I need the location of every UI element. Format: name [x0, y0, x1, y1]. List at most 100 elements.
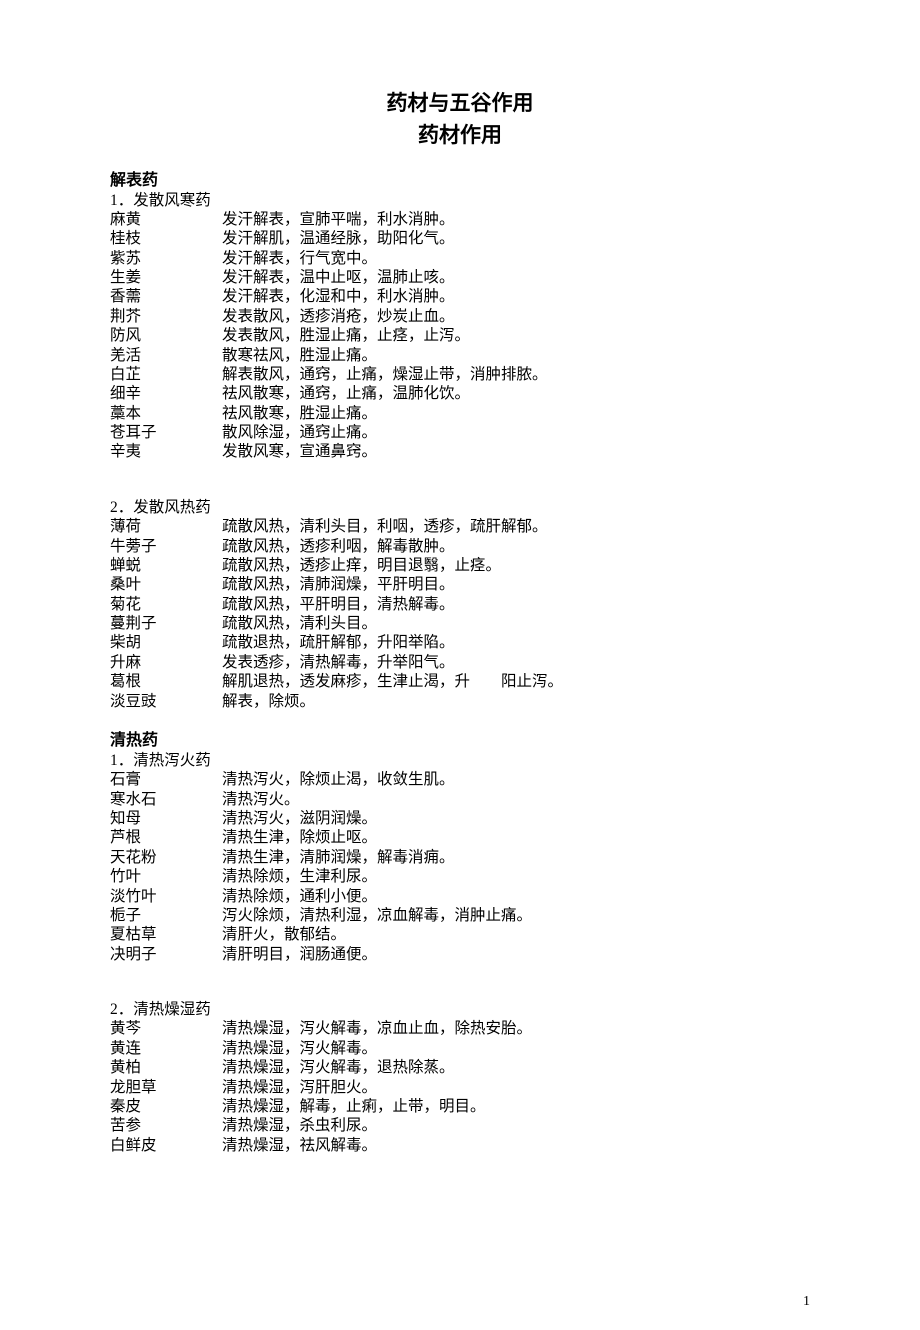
- herb-name: 天花粉: [110, 848, 222, 867]
- herb-entry: 辛夷发散风寒，宣通鼻窍。: [110, 442, 810, 461]
- herb-effect: 清热燥湿，祛风解毒。: [222, 1136, 810, 1155]
- content-body: 解表药1．发散风寒药麻黄发汗解表，宣肺平喘，利水消肿。桂枝发汗解肌，温通经脉，助…: [110, 171, 810, 1156]
- herb-name: 决明子: [110, 945, 222, 964]
- herb-effect: 清热燥湿，泻肝胆火。: [222, 1078, 810, 1097]
- herb-entry: 竹叶清热除烦，生津利尿。: [110, 867, 810, 886]
- herb-name: 蔓荆子: [110, 614, 222, 633]
- herb-effect: 发表透疹，清热解毒，升举阳气。: [222, 653, 810, 672]
- herb-effect: 祛风散寒，胜湿止痛。: [222, 404, 810, 423]
- herb-name: 香薷: [110, 287, 222, 306]
- herb-name: 细辛: [110, 384, 222, 403]
- herb-name: 葛根: [110, 672, 222, 691]
- herb-entry: 桑叶疏散风热，清肺润燥，平肝明目。: [110, 575, 810, 594]
- subcategory-heading: 2．发散风热药: [110, 498, 810, 517]
- herb-effect: 祛风散寒，通窍，止痛，温肺化饮。: [222, 384, 810, 403]
- herb-entry: 升麻发表透疹，清热解毒，升举阳气。: [110, 653, 810, 672]
- herb-entry: 栀子泻火除烦，清热利湿，凉血解毒，消肿止痛。: [110, 906, 810, 925]
- herb-name: 防风: [110, 326, 222, 345]
- herb-effect: 发汗解表，温中止呕，温肺止咳。: [222, 268, 810, 287]
- herb-effect: 发散风寒，宣通鼻窍。: [222, 442, 810, 461]
- herb-effect: 泻火除烦，清热利湿，凉血解毒，消肿止痛。: [222, 906, 810, 925]
- herb-entry: 紫苏发汗解表，行气宽中。: [110, 249, 810, 268]
- herb-name: 荆芥: [110, 307, 222, 326]
- herb-entry: 荆芥发表散风，透疹消疮，炒炭止血。: [110, 307, 810, 326]
- herb-entry: 龙胆草清热燥湿，泻肝胆火。: [110, 1078, 810, 1097]
- herb-entry: 淡豆豉解表，除烦。: [110, 692, 810, 711]
- sub-title: 药材作用: [110, 122, 810, 148]
- herb-entry: 苦参清热燥湿，杀虫利尿。: [110, 1116, 810, 1135]
- herb-effect: 解表，除烦。: [222, 692, 810, 711]
- herb-name: 藁本: [110, 404, 222, 423]
- herb-effect: 清肝火，散郁结。: [222, 925, 810, 944]
- herb-effect: 解肌退热，透发麻疹，生津止渴，升 阳止泻。: [222, 672, 810, 691]
- herb-effect: 解表散风，通窍，止痛，燥湿止带，消肿排脓。: [222, 365, 810, 384]
- herb-entry: 知母清热泻火，滋阴润燥。: [110, 809, 810, 828]
- herb-name: 黄柏: [110, 1058, 222, 1077]
- herb-effect: 清热燥湿，泻火解毒，退热除蒸。: [222, 1058, 810, 1077]
- herb-effect: 发汗解表，宣肺平喘，利水消肿。: [222, 210, 810, 229]
- main-title: 药材与五谷作用: [110, 90, 810, 116]
- herb-name: 龙胆草: [110, 1078, 222, 1097]
- herb-name: 苦参: [110, 1116, 222, 1135]
- herb-effect: 发表散风，胜湿止痛，止痉，止泻。: [222, 326, 810, 345]
- herb-effect: 散寒祛风，胜湿止痛。: [222, 346, 810, 365]
- herb-entry: 牛蒡子疏散风热，透疹利咽，解毒散肿。: [110, 537, 810, 556]
- herb-name: 桂枝: [110, 229, 222, 248]
- herb-name: 羌活: [110, 346, 222, 365]
- herb-effect: 疏散风热，平肝明目，清热解毒。: [222, 595, 810, 614]
- herb-effect: 发汗解表，行气宽中。: [222, 249, 810, 268]
- herb-effect: 清热燥湿，泻火解毒，凉血止血，除热安胎。: [222, 1019, 810, 1038]
- herb-name: 淡豆豉: [110, 692, 222, 711]
- herb-effect: 疏散风热，清肺润燥，平肝明目。: [222, 575, 810, 594]
- herb-name: 牛蒡子: [110, 537, 222, 556]
- herb-effect: 清热生津，清肺润燥，解毒消痈。: [222, 848, 810, 867]
- herb-effect: 清热燥湿，泻火解毒。: [222, 1039, 810, 1058]
- herb-name: 知母: [110, 809, 222, 828]
- herb-name: 竹叶: [110, 867, 222, 886]
- herb-name: 黄连: [110, 1039, 222, 1058]
- herb-effect: 发表散风，透疹消疮，炒炭止血。: [222, 307, 810, 326]
- herb-effect: 清热除烦，生津利尿。: [222, 867, 810, 886]
- herb-name: 紫苏: [110, 249, 222, 268]
- herb-effect: 疏散风热，清利头目，利咽，透疹，疏肝解郁。: [222, 517, 810, 536]
- herb-name: 辛夷: [110, 442, 222, 461]
- herb-name: 苍耳子: [110, 423, 222, 442]
- herb-name: 寒水石: [110, 790, 222, 809]
- category-heading: 清热药: [110, 731, 810, 751]
- herb-name: 生姜: [110, 268, 222, 287]
- page-number: 1: [803, 1293, 810, 1311]
- page: 药材与五谷作用 药材作用 解表药1．发散风寒药麻黄发汗解表，宣肺平喘，利水消肿。…: [0, 0, 920, 1330]
- herb-entry: 生姜发汗解表，温中止呕，温肺止咳。: [110, 268, 810, 287]
- herb-effect: 疏散风热，清利头目。: [222, 614, 810, 633]
- herb-effect: 清热除烦，通利小便。: [222, 887, 810, 906]
- herb-entry: 柴胡疏散退热，疏肝解郁，升阳举陷。: [110, 633, 810, 652]
- herb-entry: 黄柏清热燥湿，泻火解毒，退热除蒸。: [110, 1058, 810, 1077]
- herb-effect: 清热燥湿，杀虫利尿。: [222, 1116, 810, 1135]
- herb-entry: 蔓荆子疏散风热，清利头目。: [110, 614, 810, 633]
- herb-name: 石膏: [110, 770, 222, 789]
- herb-name: 栀子: [110, 906, 222, 925]
- herb-name: 白芷: [110, 365, 222, 384]
- herb-entry: 夏枯草清肝火，散郁结。: [110, 925, 810, 944]
- herb-name: 柴胡: [110, 633, 222, 652]
- herb-effect: 发汗解表，化湿和中，利水消肿。: [222, 287, 810, 306]
- subcategory-heading: 1．发散风寒药: [110, 191, 810, 210]
- herb-effect: 清热泻火，滋阴润燥。: [222, 809, 810, 828]
- herb-entry: 黄芩清热燥湿，泻火解毒，凉血止血，除热安胎。: [110, 1019, 810, 1038]
- herb-name: 芦根: [110, 828, 222, 847]
- herb-entry: 白鲜皮清热燥湿，祛风解毒。: [110, 1136, 810, 1155]
- herb-effect: 散风除湿，通窍止痛。: [222, 423, 810, 442]
- herb-effect: 清热泻火。: [222, 790, 810, 809]
- herb-entry: 淡竹叶清热除烦，通利小便。: [110, 887, 810, 906]
- herb-name: 黄芩: [110, 1019, 222, 1038]
- herb-effect: 清肝明目，润肠通便。: [222, 945, 810, 964]
- subcategory-heading: 2．清热燥湿药: [110, 1000, 810, 1019]
- herb-entry: 石膏清热泻火，除烦止渴，收敛生肌。: [110, 770, 810, 789]
- herb-effect: 疏散风热，透疹利咽，解毒散肿。: [222, 537, 810, 556]
- herb-name: 桑叶: [110, 575, 222, 594]
- herb-name: 淡竹叶: [110, 887, 222, 906]
- herb-effect: 清热燥湿，解毒，止痢，止带，明目。: [222, 1097, 810, 1116]
- herb-entry: 香薷发汗解表，化湿和中，利水消肿。: [110, 287, 810, 306]
- herb-name: 秦皮: [110, 1097, 222, 1116]
- herb-entry: 菊花疏散风热，平肝明目，清热解毒。: [110, 595, 810, 614]
